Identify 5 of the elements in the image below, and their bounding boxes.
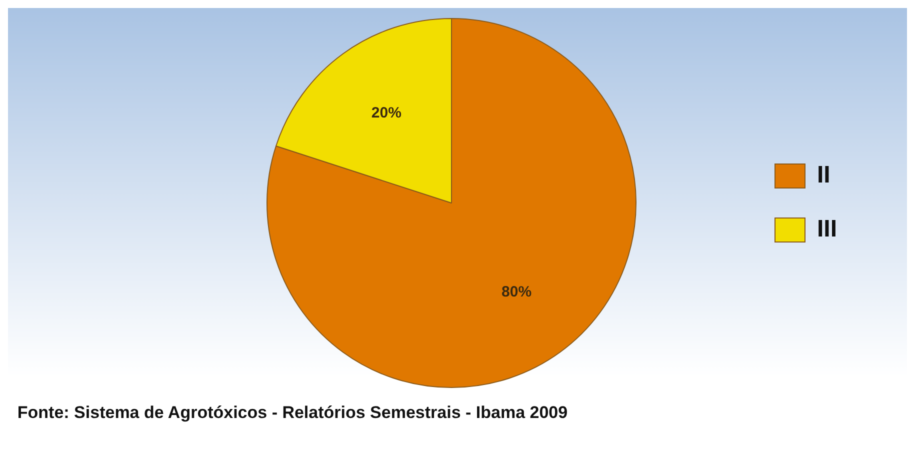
- data-label: 80%: [502, 284, 532, 301]
- data-label: 20%: [371, 104, 402, 122]
- legend-label: III: [816, 216, 838, 243]
- source-note: Fonte: Sistema de Agrotóxicos - Relatórios Semestrais - Ibama 2009: [0, 393, 907, 423]
- legend-label: II: [816, 162, 830, 189]
